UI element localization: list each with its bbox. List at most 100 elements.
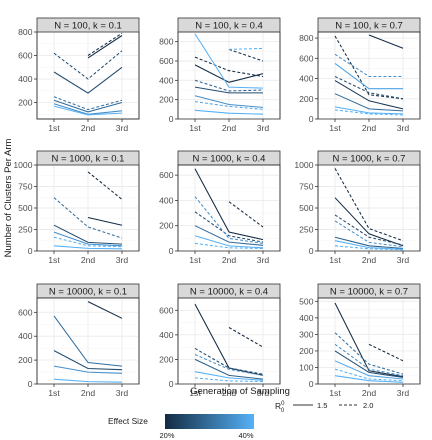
series-line [334, 35, 404, 100]
x-tick-label: 3rd [116, 388, 129, 398]
series-line [87, 171, 123, 200]
legend-r0-dashed-label: 2.0 [363, 401, 373, 410]
series-line [53, 245, 123, 250]
panel-title: N = 10000, k = 0.4 [190, 287, 268, 298]
panel-title: N = 100, k = 0.1 [54, 21, 122, 32]
y-tick-label: 100 [299, 362, 314, 372]
series-line [194, 242, 264, 250]
x-tick-label: 2nd [81, 388, 96, 398]
x-tick-label: 1st [189, 123, 201, 133]
panel-border [36, 31, 140, 120]
panel-title: N = 100, k = 0.4 [195, 21, 263, 32]
series-line [87, 35, 123, 59]
y-tick-label: 0 [28, 379, 33, 389]
legend-r0-main: R [275, 401, 281, 411]
y-tick-label: 0 [309, 114, 314, 124]
series-line [334, 236, 404, 249]
x-tick-label: 1st [329, 388, 341, 398]
x-tick-label: 1st [189, 255, 201, 265]
y-tick-label: 500 [299, 203, 314, 213]
panel-3: N = 100, k = 0.7 0 200 400 600 800 1st 2nd 3rd [299, 17, 421, 133]
series-line [194, 109, 264, 115]
series-line [53, 105, 123, 116]
series-line [53, 66, 123, 94]
series-line [194, 347, 264, 375]
x-tick-label: 2nd [81, 255, 96, 265]
panel-title: N = 100, k = 0.7 [335, 21, 403, 32]
series-line [53, 99, 123, 113]
series-line [334, 332, 404, 375]
legend-effect-high-label: 40% [238, 431, 253, 440]
series-line [194, 377, 264, 383]
x-tick-label: 2nd [362, 388, 377, 398]
y-tick-label: 0 [309, 379, 314, 389]
series-line [194, 354, 264, 376]
panel-border [177, 31, 281, 120]
legend-effect-size-title: Effect Size [108, 416, 148, 426]
y-tick-label: 400 [18, 74, 33, 84]
y-tick-label: 800 [18, 27, 33, 37]
series-line [194, 235, 264, 249]
series-line [194, 371, 264, 381]
panel-title: N = 10000, k = 0.1 [49, 287, 127, 298]
y-tick-label: 750 [18, 182, 33, 192]
series-line [53, 224, 123, 245]
y-tick-label: 500 [18, 203, 33, 213]
panel-title: N = 1000, k = 0.4 [193, 154, 266, 165]
y-tick-label: 300 [299, 329, 314, 339]
series-line [194, 86, 263, 94]
y-tick-label: 600 [299, 53, 314, 63]
panel-border [177, 297, 281, 385]
panel-border [317, 164, 421, 252]
series-line [87, 216, 123, 226]
y-tick-label: 400 [18, 331, 33, 341]
series-line [334, 245, 404, 251]
series-line [194, 33, 264, 89]
y-tick-label: 250 [299, 225, 314, 235]
panel-7: N = 10000, k = 0.1 0 200 400 600 1st 2nd 3rd [18, 283, 140, 398]
legend-r0-sub: 0 [281, 408, 285, 414]
y-tick-label: 400 [159, 195, 174, 205]
y-tick-label: 200 [299, 94, 314, 104]
y-tick-label: 0 [309, 246, 314, 256]
series-line [194, 79, 264, 92]
y-tick-label: 400 [299, 74, 314, 84]
y-tick-label: 800 [159, 37, 174, 47]
y-axis-title: Number of Clusters Per Arm [3, 139, 14, 258]
y-tick-label: 500 [299, 296, 314, 306]
effect-size-colorbar [165, 414, 254, 429]
series-line [87, 32, 123, 56]
series-line [334, 350, 404, 378]
y-tick-label: 400 [299, 313, 314, 323]
series-line [53, 236, 123, 248]
series-line [53, 103, 123, 115]
series-line [368, 343, 404, 362]
y-tick-label: 400 [159, 75, 174, 85]
series-line [53, 96, 123, 111]
series-line [334, 106, 404, 115]
y-tick-label: 600 [18, 307, 33, 317]
series-line [334, 360, 404, 380]
x-tick-label: 1st [48, 255, 60, 265]
legend-r0-solid-label: 1.5 [317, 401, 327, 410]
series-line [228, 327, 264, 348]
series-line [228, 48, 264, 62]
y-tick-label: 0 [169, 246, 174, 256]
y-tick-label: 800 [299, 33, 314, 43]
series-line [334, 62, 403, 90]
series-line [334, 109, 404, 116]
x-tick-label: 2nd [222, 255, 237, 265]
y-tick-label: 600 [159, 170, 174, 180]
series-line [334, 197, 404, 247]
series-line [53, 50, 123, 80]
y-tick-label: 0 [28, 246, 33, 256]
series-line [53, 365, 123, 374]
y-tick-label: 200 [18, 355, 33, 365]
series-line [194, 56, 264, 78]
panel-1: N = 100, k = 0.1 200 400 600 800 1st 2nd 3rd [18, 17, 140, 133]
y-tick-label: 200 [159, 354, 174, 364]
y-tick-label: 200 [18, 98, 33, 108]
series-line [228, 47, 264, 50]
series-line [368, 34, 404, 49]
series-line [53, 350, 123, 371]
